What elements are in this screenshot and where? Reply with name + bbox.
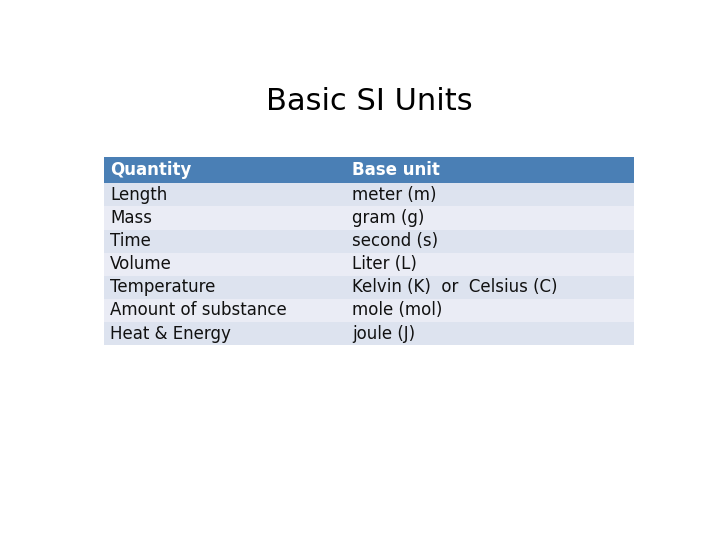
Text: Basic SI Units: Basic SI Units <box>266 87 472 116</box>
Text: Amount of substance: Amount of substance <box>110 301 287 320</box>
Bar <box>104 299 634 322</box>
Text: Time: Time <box>110 232 151 250</box>
Text: Kelvin (K)  or  Celsius (C): Kelvin (K) or Celsius (C) <box>352 278 557 296</box>
Text: Quantity: Quantity <box>110 161 192 179</box>
Text: Length: Length <box>110 186 167 204</box>
Text: Liter (L): Liter (L) <box>352 255 417 273</box>
Text: joule (J): joule (J) <box>352 325 415 342</box>
Text: Temperature: Temperature <box>110 278 215 296</box>
Text: Base unit: Base unit <box>352 161 440 179</box>
Text: mole (mol): mole (mol) <box>352 301 442 320</box>
Bar <box>104 184 634 206</box>
Bar <box>104 322 634 345</box>
Text: Volume: Volume <box>110 255 172 273</box>
Bar <box>104 206 634 230</box>
Text: gram (g): gram (g) <box>352 209 424 227</box>
Bar <box>104 253 634 276</box>
Text: Mass: Mass <box>110 209 152 227</box>
Bar <box>104 276 634 299</box>
Bar <box>104 230 634 253</box>
Text: meter (m): meter (m) <box>352 186 436 204</box>
Bar <box>104 157 634 184</box>
Text: second (s): second (s) <box>352 232 438 250</box>
Text: Heat & Energy: Heat & Energy <box>110 325 231 342</box>
